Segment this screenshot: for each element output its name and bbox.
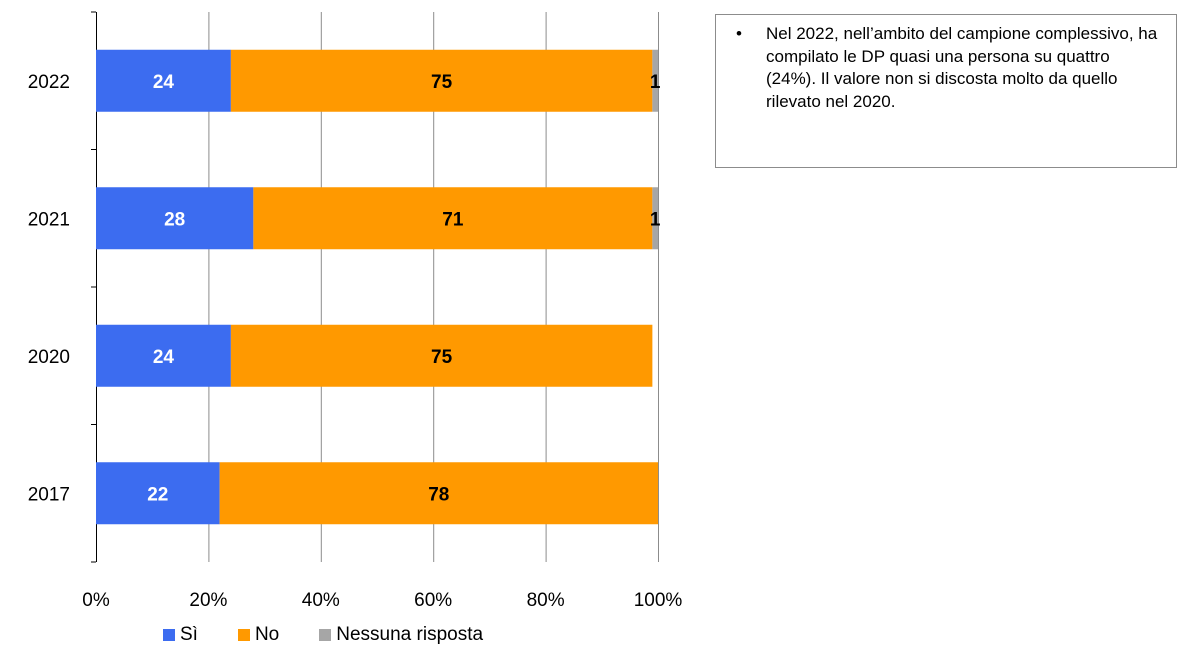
legend-label-si: Sì — [180, 624, 198, 645]
data-label: 75 — [431, 347, 453, 368]
y-tick-label: 2021 — [28, 209, 70, 230]
data-label: 24 — [153, 72, 175, 93]
bullet-icon: • — [736, 24, 742, 43]
bar-segment — [96, 187, 254, 250]
data-label: 75 — [431, 72, 453, 93]
legend-swatch-no — [237, 629, 250, 641]
legend-label-nessuna-risposta: Nessuna risposta — [336, 624, 484, 645]
data-label: 1 — [650, 72, 661, 93]
legend-item-no: No — [237, 624, 280, 646]
data-label: 78 — [428, 484, 449, 505]
bar-segment — [96, 324, 231, 387]
bar-segment — [230, 324, 653, 387]
x-tick-label: 80% — [527, 590, 565, 611]
legend-swatch-si — [163, 629, 175, 641]
data-label: 1 — [650, 209, 661, 230]
x-tick-label: 100% — [634, 590, 683, 611]
data-label: 71 — [442, 209, 464, 230]
commentary-list: • Nel 2022, nell’ambito del campione com… — [736, 23, 1164, 113]
bar-segment — [96, 462, 220, 525]
commentary-box: • Nel 2022, nell’ambito del campione com… — [715, 14, 1177, 168]
bar-segment — [253, 187, 653, 250]
bar-segment — [230, 49, 653, 112]
x-tick-label: 60% — [414, 590, 452, 611]
legend-item-nessuna-risposta: Nessuna risposta — [319, 624, 483, 646]
x-tick-label: 40% — [302, 590, 340, 611]
legend-swatch-nessuna-risposta — [319, 629, 332, 641]
data-label: 22 — [147, 484, 168, 505]
x-tick-label: 0% — [82, 590, 110, 611]
legend-item-si: Sì — [163, 624, 198, 646]
bar-segment — [219, 462, 658, 525]
stacked-bar-chart: 24 75 1 2022 28 71 1 2021 24 75 2020 22 78 2017 0% 20% 4… — [28, 11, 683, 611]
x-tick-label: 20% — [189, 590, 227, 611]
bar-segment — [652, 49, 658, 112]
commentary-text: Nel 2022, nell’ambito del campione compl… — [766, 24, 1158, 111]
bar-segment — [96, 49, 231, 112]
y-tick-label: 2017 — [28, 484, 70, 505]
commentary-item: • Nel 2022, nell’ambito del campione com… — [736, 23, 1164, 113]
chart-legend: Sì No Nessuna risposta — [163, 624, 483, 646]
legend-label-no: No — [254, 624, 280, 645]
y-tick-label: 2020 — [28, 347, 70, 368]
data-label: 24 — [153, 347, 175, 368]
y-tick-label: 2022 — [28, 72, 70, 93]
data-label: 28 — [164, 209, 185, 230]
bar-segment — [652, 187, 658, 250]
